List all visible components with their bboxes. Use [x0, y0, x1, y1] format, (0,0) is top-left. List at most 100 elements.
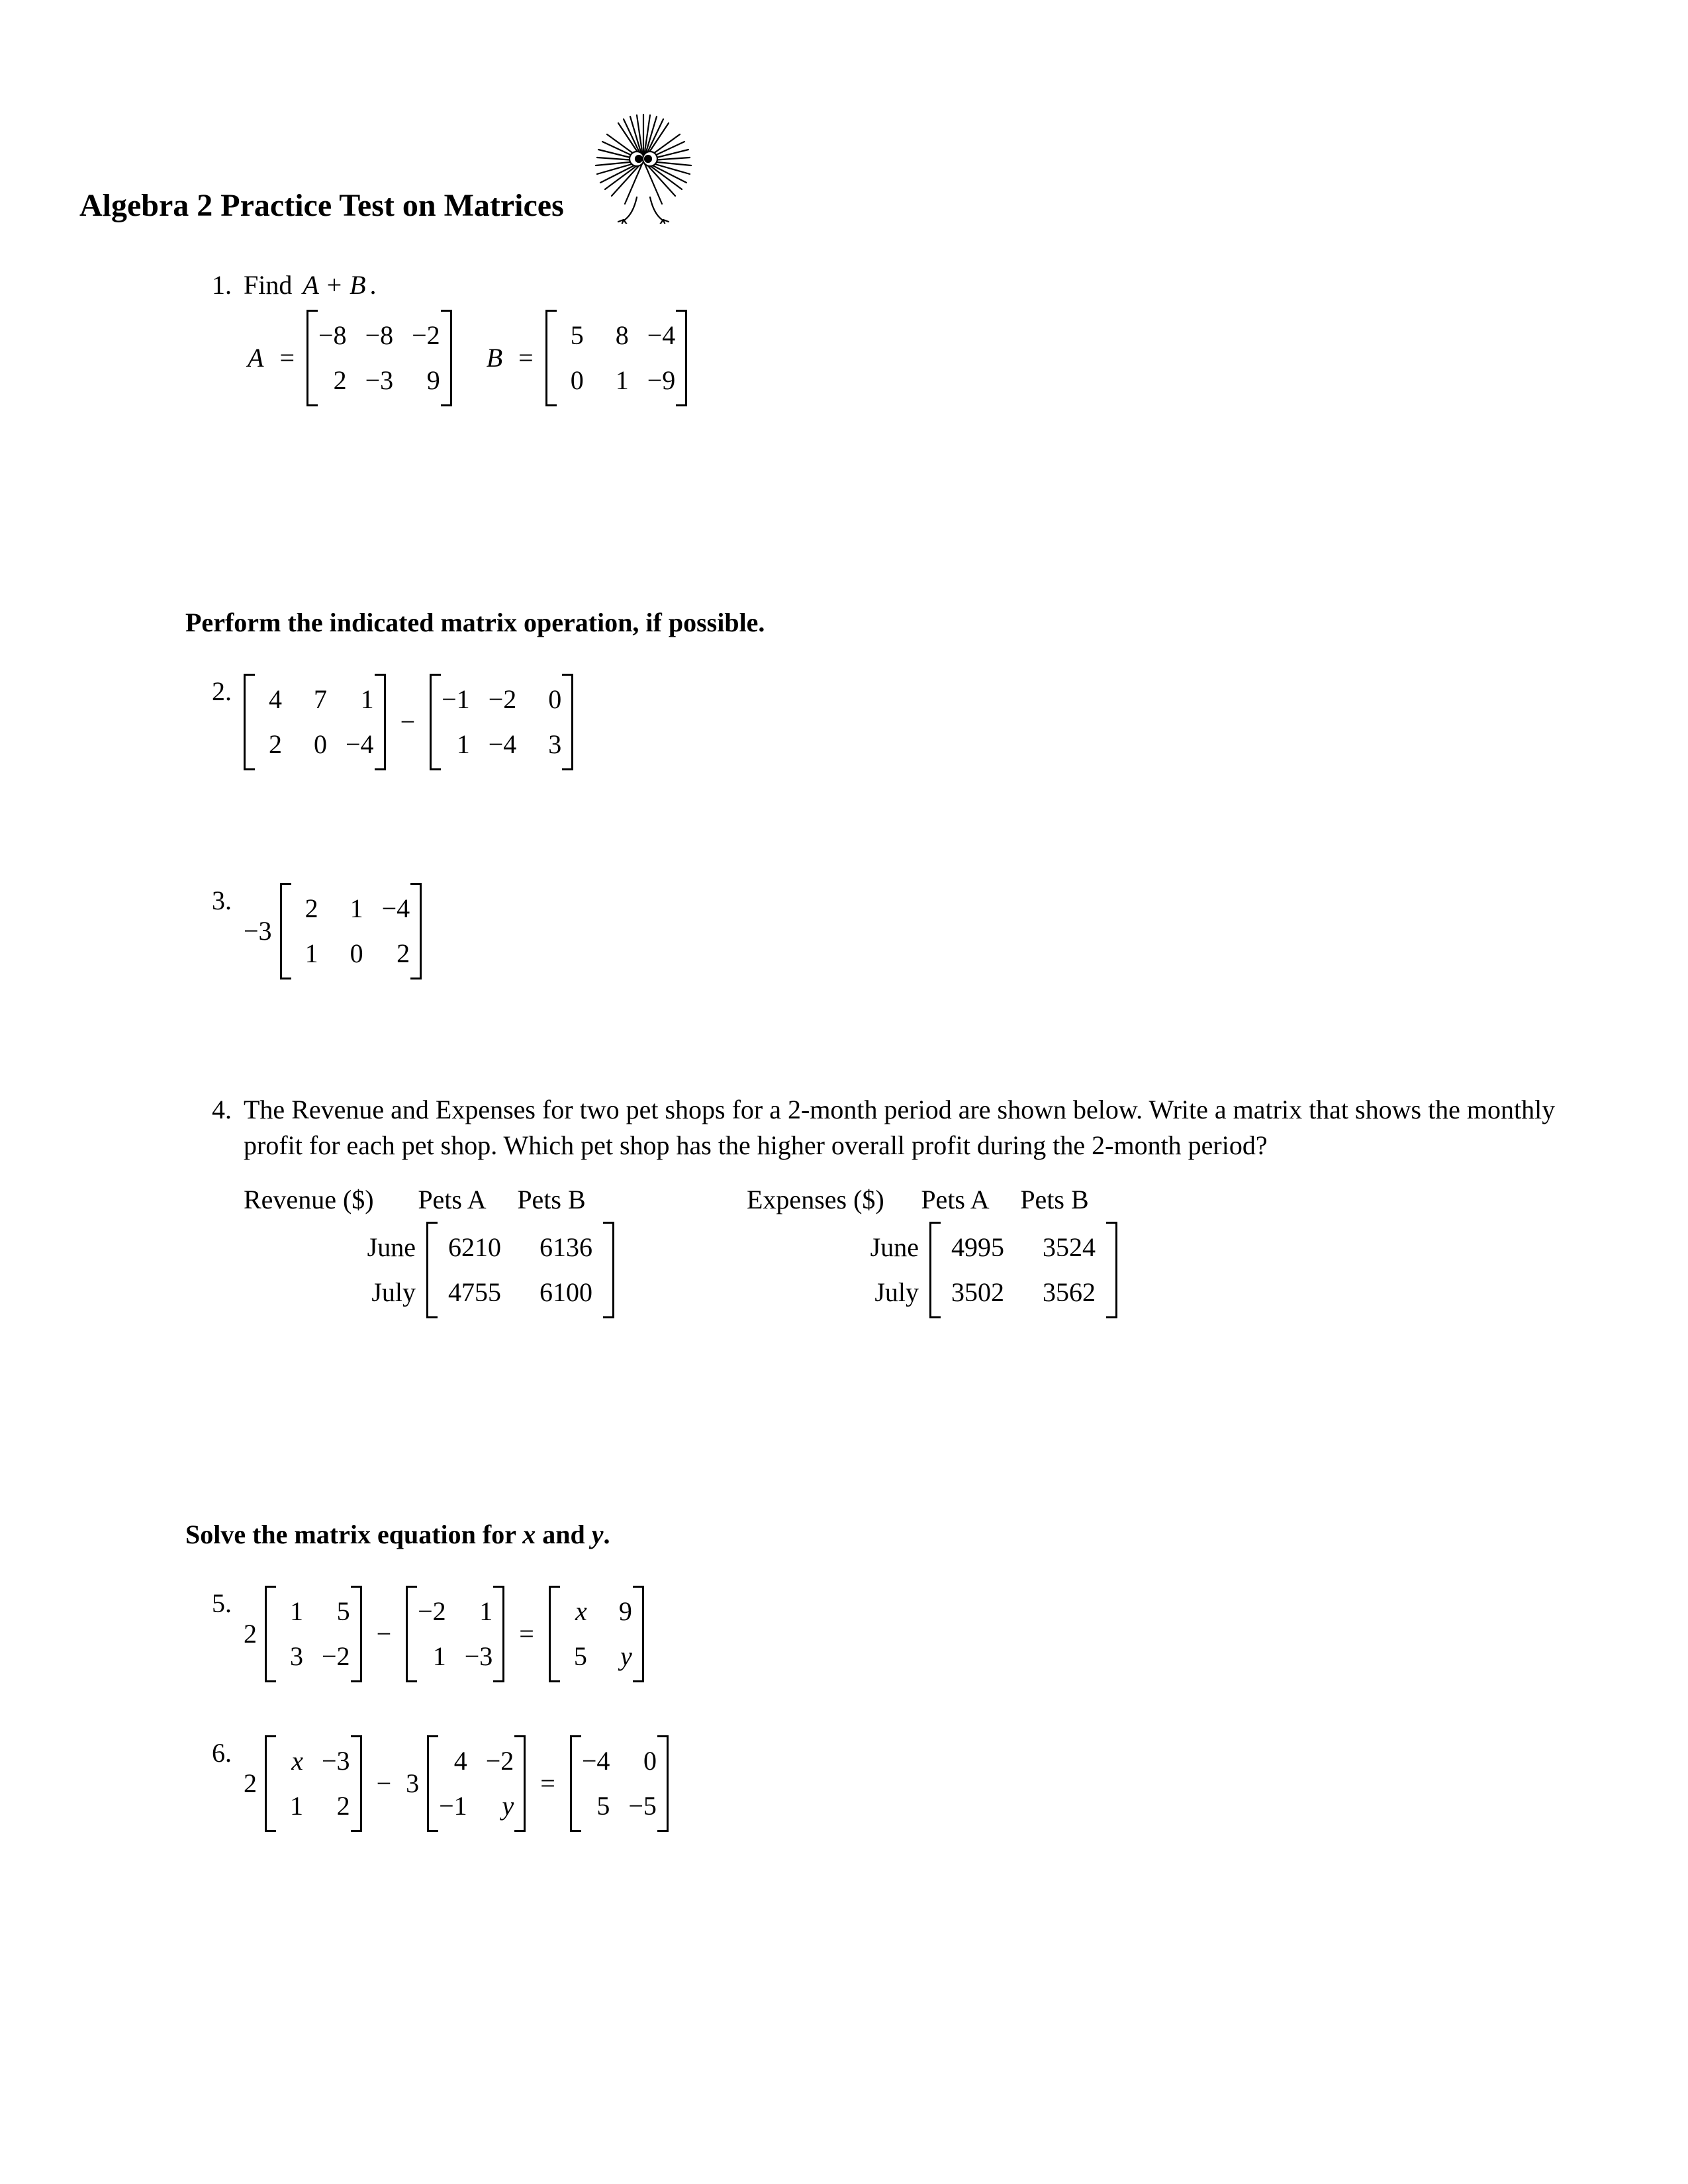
matrix-cell: 4995 [941, 1230, 1014, 1265]
matrix-cell: 1 [466, 1594, 492, 1629]
matrix-cell: −1 [439, 1788, 467, 1824]
matrix-cell: 1 [602, 363, 629, 398]
matrix-cell: 1 [277, 1788, 303, 1824]
matrix-cell: 5 [324, 1594, 350, 1629]
section-heading: Solve the matrix equation for x and y. [185, 1517, 1609, 1553]
matrix-cell: y [487, 1788, 514, 1824]
matrix-cell: 9 [606, 1594, 632, 1629]
matrix-cell: 5 [561, 1639, 587, 1674]
matrix-cell: 3524 [1033, 1230, 1105, 1265]
matrix-cell: 1 [444, 727, 470, 762]
section-heading: Perform the indicated matrix operation, … [185, 605, 1609, 641]
problem-3: 3. −3 21−4102 [185, 883, 1609, 979]
problem-body: Find A + B. A = −8−8−22−39 B = 58−401−9 [244, 267, 1609, 406]
matrix-cell: −4 [346, 727, 374, 762]
matrix-cell: −8 [365, 318, 394, 353]
problem-body: 2 x−312 − 3 4−2−1y = −405−5 [244, 1735, 1609, 1832]
matrix-cell: 1 [292, 936, 318, 972]
matrix-cell: 2 [292, 891, 318, 927]
matrix-cell: −3 [322, 1743, 350, 1779]
matrix: 4−2−1y [427, 1735, 526, 1832]
problem-2: 2. 47120−4 − −1−201−43 [79, 674, 1609, 770]
matrix-cell: 2 [256, 727, 282, 762]
matrix-cell: 2 [320, 363, 347, 398]
matrix-cell: −5 [628, 1788, 657, 1824]
matrix-cell: 7 [301, 682, 327, 717]
matrix-cell: 6100 [530, 1275, 602, 1310]
problem-number: 3. [185, 883, 244, 919]
matrix-cell: 3 [535, 727, 561, 762]
expenses-matrix: 4995352435023562 [929, 1222, 1117, 1318]
matrix-cell: 3562 [1033, 1275, 1105, 1310]
matrix-cell: −4 [582, 1743, 610, 1779]
matrix-cell: −4 [489, 727, 517, 762]
matrix: 471 20 −4 [244, 674, 386, 770]
matrix: 21−4102 [280, 883, 422, 979]
matrix-cell: −2 [489, 682, 517, 717]
matrix-A: −8−8−22−39 [306, 310, 452, 406]
col-header: Pets B [515, 1182, 588, 1218]
problem-4: 4. The Revenue and Expenses for two pet … [185, 1092, 1609, 1318]
matrix: −211−3 [406, 1586, 504, 1682]
col-header: Pets A [416, 1182, 489, 1218]
problem-body: −3 21−4102 [244, 883, 1609, 979]
matrix-cell: −3 [465, 1639, 493, 1674]
matrix-cell: 0 [301, 727, 327, 762]
problems-list: 1. Find A + B. A = −8−8−22−39 B = 58−401… [79, 267, 1609, 1832]
matrix-cell: 5 [557, 318, 584, 353]
matrix-cell: −4 [382, 891, 410, 927]
matrix-cell: 0 [337, 936, 363, 972]
matrix-cell: −2 [486, 1743, 514, 1779]
row-label: June [747, 1230, 919, 1265]
matrix-cell: 0 [535, 682, 561, 717]
matrix-cell: 1 [277, 1594, 303, 1629]
matrix-equation: 2 153−2 − −211−3 = x95y [244, 1586, 644, 1682]
problem-6: 6. 2 x−312 − 3 4−2−1y = −405−5 [185, 1735, 1609, 1832]
revenue-block: Revenue ($) Pets A Pets B June July [244, 1182, 614, 1318]
matrix-B: 58−401−9 [545, 310, 688, 406]
matrix: 153 −2 [265, 1586, 362, 1682]
expenses-block: Expenses ($) Pets A Pets B June July [747, 1182, 1117, 1318]
matrix-cell: 6210 [438, 1230, 511, 1265]
matrix-cell: 6136 [530, 1230, 602, 1265]
problem-body: 2 153−2 − −211−3 = x95y [244, 1586, 1609, 1682]
matrix: −1 −2 0 1 −4 3 [430, 674, 573, 770]
matrix-cell: y [606, 1639, 632, 1674]
col-header: Pets B [1018, 1182, 1091, 1218]
problem-text: The Revenue and Expenses for two pet sho… [244, 1092, 1568, 1163]
problem-number: 4. [185, 1092, 244, 1128]
matrix: x95y [549, 1586, 644, 1682]
matrix-cell: 1 [420, 1639, 446, 1674]
matrix-equation: A = −8−8−22−39 B = 58−401−9 [244, 310, 687, 406]
matrix-cell: x [561, 1594, 587, 1629]
col-header: Pets A [919, 1182, 992, 1218]
problem-5: 5. 2 153−2 − −211−3 = x95y [185, 1586, 1609, 1682]
problem-number: 1. [185, 267, 244, 303]
matrix-cell: x [277, 1743, 303, 1779]
row-label: June [244, 1230, 416, 1265]
problem-number: 2. [185, 674, 244, 709]
matrix-cell: 3 [277, 1639, 303, 1674]
matrix-cell: 2 [383, 936, 410, 972]
matrix-cell: 2 [324, 1788, 350, 1824]
matrix-cell: −4 [647, 318, 676, 353]
matrix-cell: 1 [348, 682, 374, 717]
title-row: Algebra 2 Practice Test on Matrices [79, 106, 1609, 228]
problem-text: Find A + B. [244, 267, 1609, 303]
matrix-cell: −1 [442, 682, 470, 717]
matrix-cell: 5 [583, 1788, 610, 1824]
matrix-expression: 47120−4 − −1−201−43 [244, 674, 573, 770]
tables-row: Revenue ($) Pets A Pets B June July [244, 1182, 1609, 1318]
row-label: July [747, 1275, 919, 1310]
problem-body: The Revenue and Expenses for two pet sho… [244, 1092, 1609, 1318]
matrix-cell: −9 [647, 363, 676, 398]
matrix-cell: −2 [322, 1639, 350, 1674]
matrix-cell: −3 [365, 363, 394, 398]
page: Algebra 2 Practice Test on Matrices [0, 0, 1688, 2184]
matrix-expression: −3 21−4102 [244, 883, 422, 979]
problem-number: 6. [185, 1735, 244, 1771]
matrix-cell: 4 [256, 682, 282, 717]
matrix-cell: −2 [412, 318, 440, 353]
matrix-cell: −8 [318, 318, 347, 353]
revenue-matrix: 6210613647556100 [426, 1222, 614, 1318]
